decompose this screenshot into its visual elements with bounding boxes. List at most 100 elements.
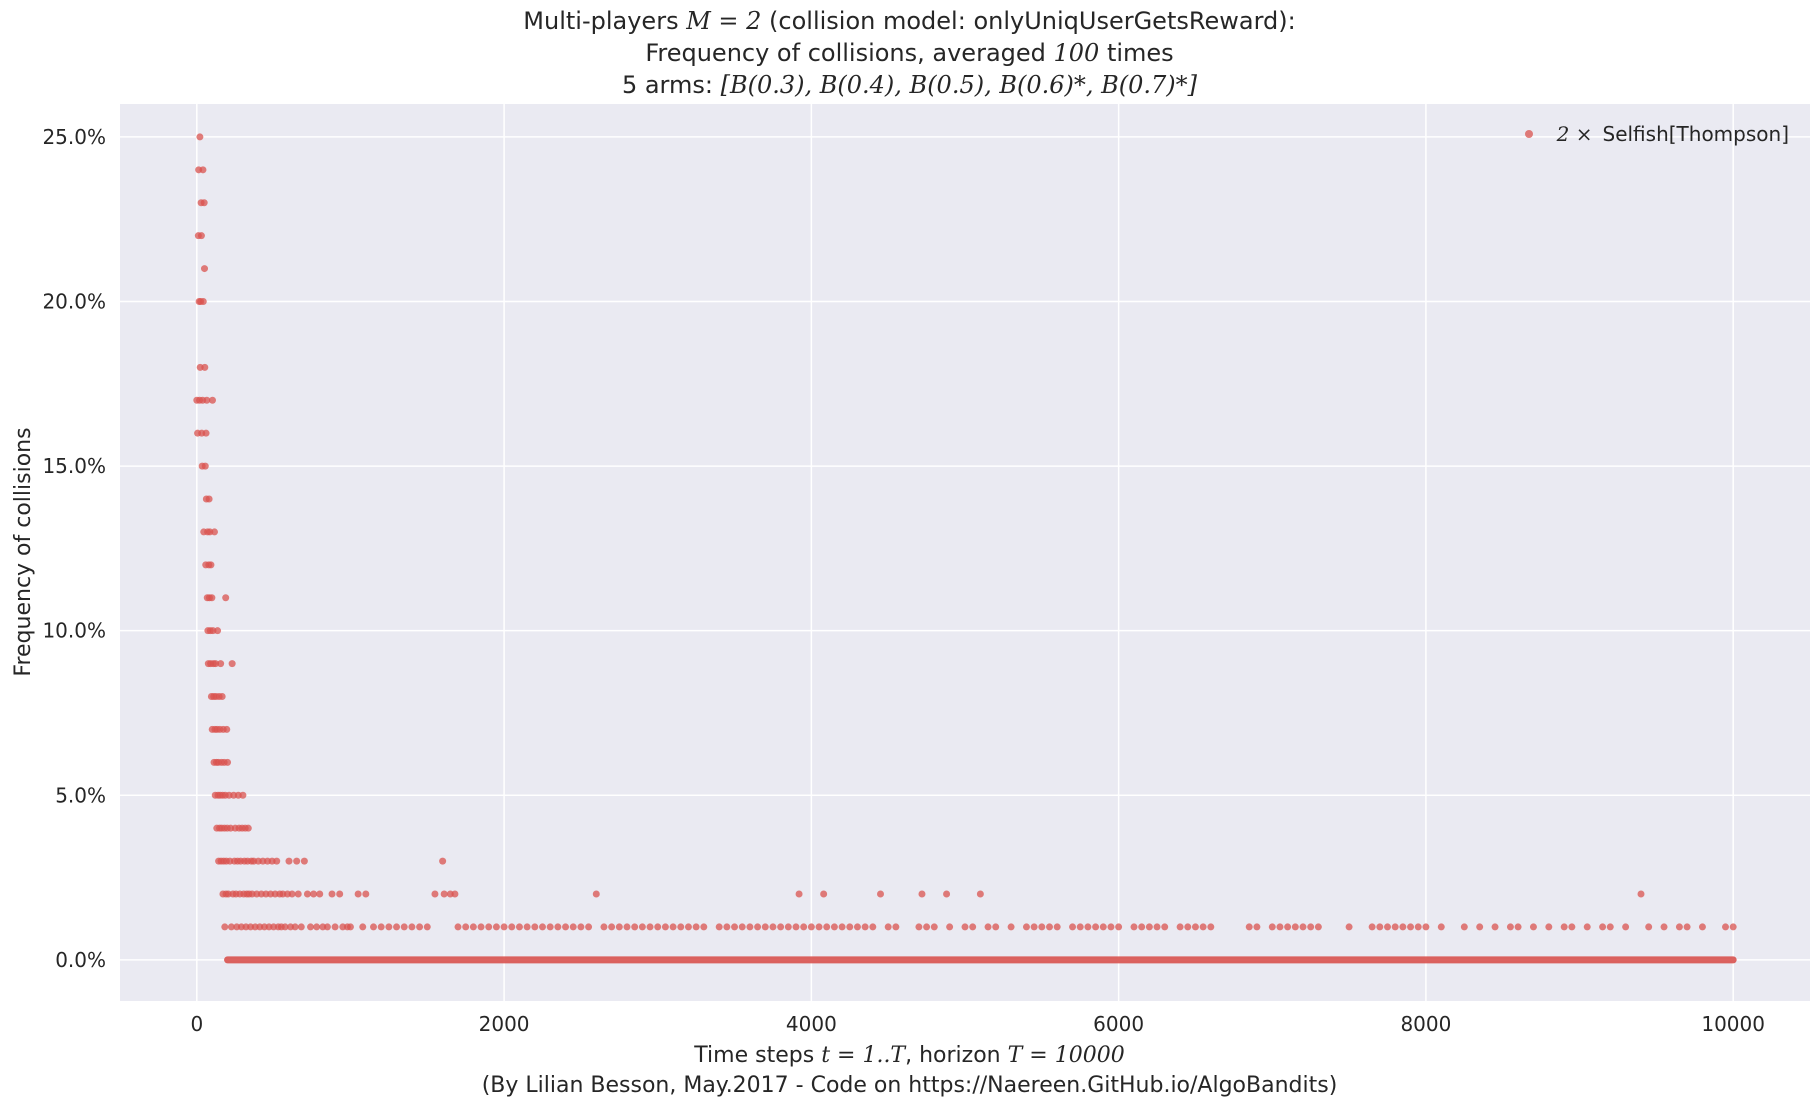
data-point — [1698, 923, 1706, 931]
data-point — [1069, 923, 1077, 931]
data-point — [1583, 923, 1591, 931]
data-point — [1345, 923, 1353, 931]
title-line-1-math: M = 2 — [686, 7, 762, 35]
data-point — [400, 923, 408, 931]
data-point — [838, 923, 846, 931]
data-point — [393, 923, 401, 931]
y-tick-label: 20.0% — [42, 290, 106, 314]
data-point — [1414, 923, 1422, 931]
data-point — [700, 923, 708, 931]
data-point — [500, 923, 508, 931]
data-point — [307, 923, 315, 931]
data-point — [1637, 890, 1645, 898]
data-point — [515, 923, 523, 931]
data-point — [1107, 923, 1115, 931]
tick-labels: 0 2000 4000 6000 8000 10000 0.0% 5.0% 10.0% 15.0%… — [42, 125, 1765, 1036]
data-point — [469, 923, 477, 931]
data-point — [1153, 923, 1161, 931]
data-point — [577, 923, 585, 931]
data-point — [961, 923, 969, 931]
data-point — [227, 923, 235, 931]
data-point — [1560, 923, 1568, 931]
data-point — [830, 923, 838, 931]
data-point — [201, 462, 209, 470]
data-point — [201, 265, 208, 273]
data-point — [208, 594, 216, 602]
data-point — [746, 923, 754, 931]
legend: 2 × Selfish[Thompson] — [1524, 122, 1790, 146]
data-point — [199, 298, 207, 306]
data-point — [1407, 923, 1415, 931]
data-point — [562, 923, 570, 931]
data-point — [638, 923, 646, 931]
data-point — [1138, 923, 1146, 931]
data-point — [221, 923, 229, 931]
data-point — [212, 660, 220, 668]
legend-label: Selfish[Thompson] — [1602, 122, 1790, 146]
data-point — [431, 890, 439, 898]
data-point — [203, 396, 211, 404]
data-point — [1391, 923, 1399, 931]
data-point — [354, 890, 362, 898]
title-line-3-math: [B(0.3), B(0.4), B(0.5), B(0.6)*, B(0.7)… — [720, 71, 1198, 99]
data-point — [923, 923, 931, 931]
data-point — [592, 890, 600, 898]
data-point — [205, 495, 213, 503]
data-point — [377, 923, 385, 931]
data-point — [281, 923, 289, 931]
title-line-2-prefix: Frequency of collisions, averaged — [645, 39, 1054, 67]
data-point — [1399, 923, 1407, 931]
data-point — [569, 923, 577, 931]
data-point — [1384, 923, 1391, 931]
data-point — [291, 923, 299, 931]
data-point — [761, 923, 769, 931]
data-point — [943, 890, 951, 898]
title-line-2-math: 100 — [1053, 39, 1100, 67]
title-line-1-prefix: Multi-players — [523, 7, 687, 35]
data-point — [969, 923, 977, 931]
data-point — [769, 923, 777, 931]
data-point — [554, 923, 562, 931]
x-tick-label: 6000 — [1093, 1012, 1144, 1036]
data-point — [892, 923, 900, 931]
data-point — [1376, 923, 1384, 931]
data-point — [546, 923, 554, 931]
data-point — [1307, 923, 1315, 931]
data-point — [316, 890, 324, 898]
data-point — [1099, 923, 1107, 931]
data-point — [861, 923, 869, 931]
data-point — [1729, 923, 1737, 931]
data-point — [820, 890, 828, 898]
data-point — [585, 923, 593, 931]
data-point — [303, 890, 311, 898]
x-axis-label-prefix: Time steps — [694, 1043, 822, 1068]
data-point — [197, 232, 205, 240]
data-point — [201, 363, 209, 371]
data-point — [631, 923, 639, 931]
data-point — [385, 923, 393, 931]
legend-marker — [1524, 130, 1533, 138]
y-tick-label: 5.0% — [55, 783, 106, 807]
data-point — [462, 923, 470, 931]
chart-title-line-1: Multi-players M = 2 (collision model: on… — [0, 6, 1819, 36]
data-point — [1176, 923, 1184, 931]
data-point — [795, 890, 803, 898]
data-point — [915, 923, 923, 931]
data-point — [294, 890, 302, 898]
x-axis-label: Time steps t = 1..T, horizon T = 10000 — [120, 1042, 1699, 1070]
data-point — [1184, 923, 1192, 931]
data-point — [877, 890, 884, 898]
x-tick-label: 4000 — [786, 1012, 837, 1036]
data-point — [731, 923, 739, 931]
data-point — [477, 923, 485, 931]
data-point — [331, 923, 339, 931]
data-point — [684, 923, 692, 931]
data-point — [1084, 923, 1092, 931]
data-point — [800, 923, 808, 931]
data-point — [1038, 923, 1046, 931]
data-point — [792, 923, 800, 931]
x-tick-label: 8000 — [1400, 1012, 1451, 1036]
data-point — [207, 561, 215, 569]
data-point — [310, 890, 318, 898]
data-point — [288, 890, 296, 898]
